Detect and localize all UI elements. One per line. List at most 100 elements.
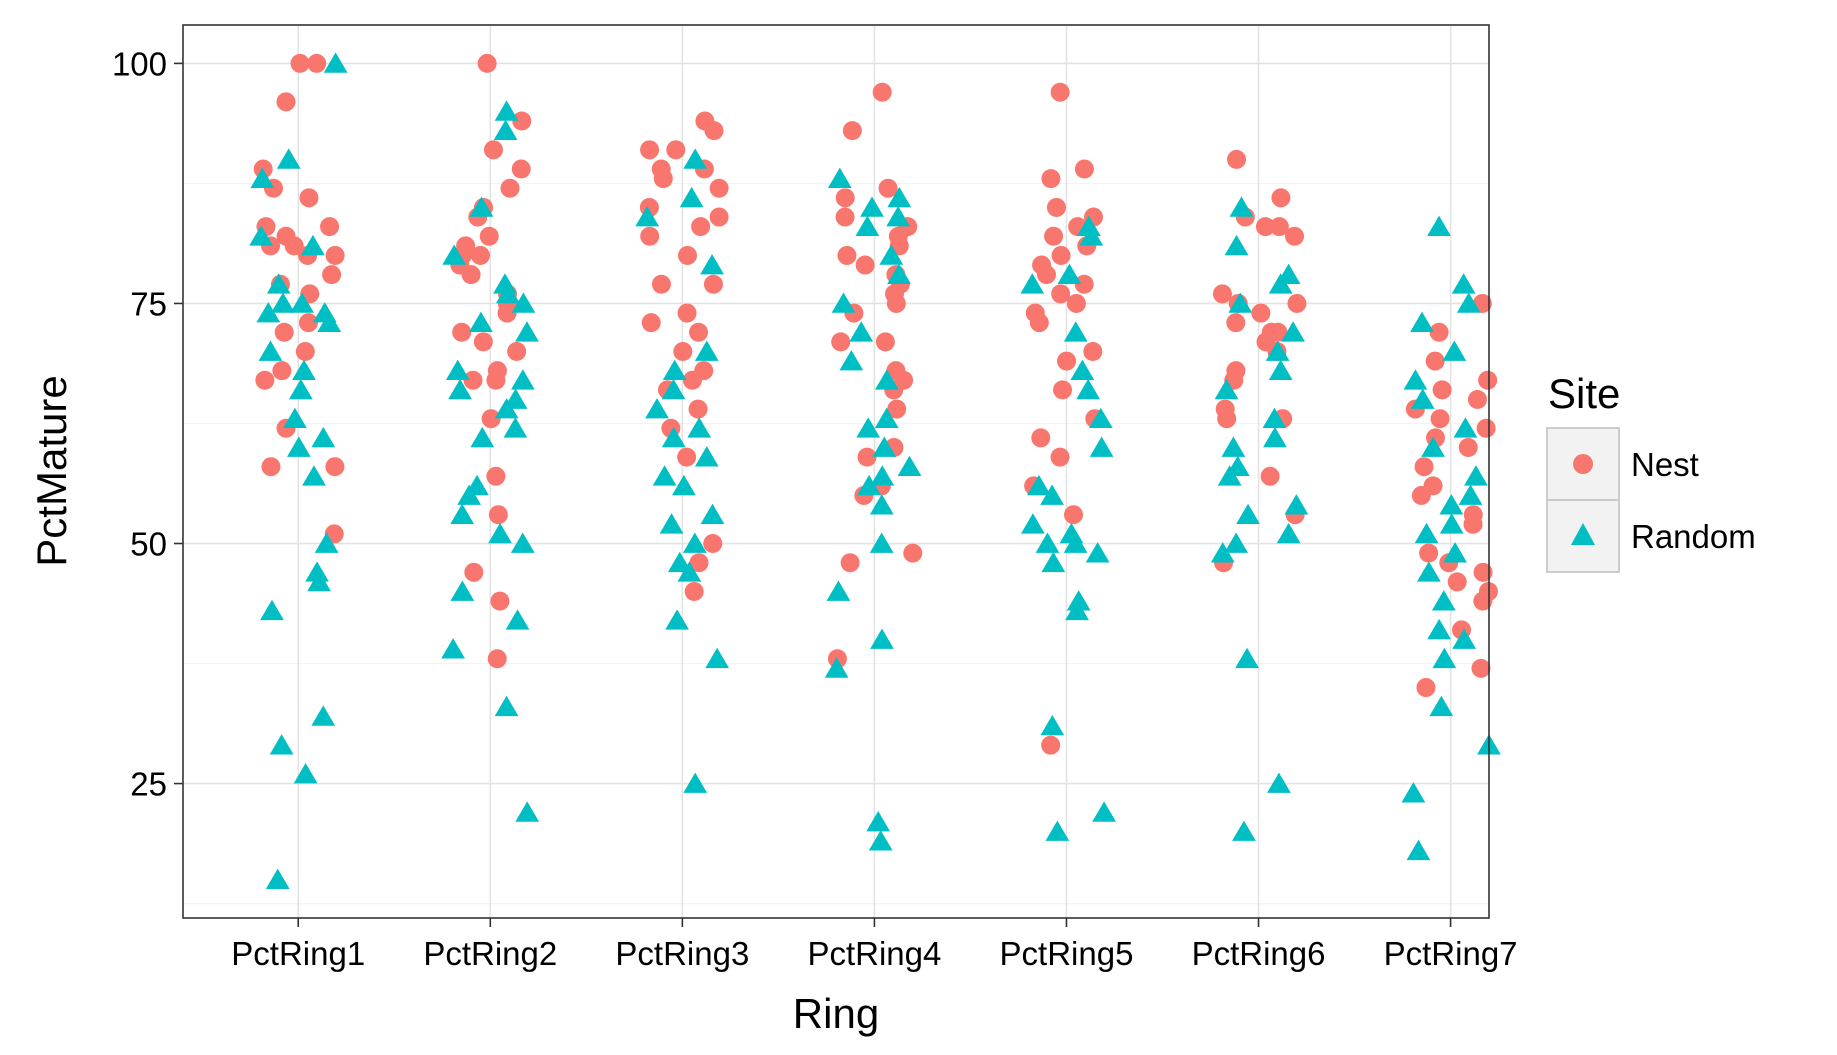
data-point-random xyxy=(1268,359,1293,381)
data-point-random xyxy=(661,378,686,400)
data-point-random xyxy=(1214,378,1239,400)
data-point-nest xyxy=(1478,370,1498,390)
data-point-nest xyxy=(452,322,472,342)
data-point-random xyxy=(276,148,301,169)
data-point-nest xyxy=(463,370,483,390)
data-point-nest xyxy=(1053,380,1073,400)
y-tick-label: 50 xyxy=(130,526,167,563)
data-point-nest xyxy=(511,159,531,179)
data-point-random xyxy=(488,522,512,544)
x-tick-label: PctRing1 xyxy=(231,935,365,972)
data-point-random xyxy=(1263,426,1287,448)
data-point-random xyxy=(442,244,467,265)
data-point-random xyxy=(705,647,730,669)
data-point-nest xyxy=(1471,658,1491,678)
data-point-random xyxy=(1442,340,1467,361)
data-point-nest xyxy=(1425,351,1445,371)
data-point-random xyxy=(515,321,539,342)
data-point-nest xyxy=(1050,447,1070,467)
data-point-nest xyxy=(831,332,851,352)
data-point-nest xyxy=(253,159,273,179)
data-point-nest xyxy=(1416,678,1436,698)
data-point-random xyxy=(293,762,318,784)
data-point-random xyxy=(1458,484,1483,505)
data-point-random xyxy=(662,359,687,381)
data-point-nest xyxy=(1074,274,1094,294)
data-point-random xyxy=(1057,263,1082,285)
data-point-random xyxy=(450,503,475,525)
data-point-random xyxy=(1431,590,1456,611)
legend-marker-random xyxy=(1571,523,1595,545)
data-point-random xyxy=(260,599,284,621)
data-point-random xyxy=(661,426,686,448)
data-point-random xyxy=(302,465,326,486)
data-point-nest xyxy=(682,370,702,390)
data-point-random xyxy=(682,532,707,553)
data-point-random xyxy=(1041,551,1066,573)
data-point-nest xyxy=(461,265,481,285)
data-point-random xyxy=(515,801,540,822)
data-point-nest xyxy=(1430,409,1450,429)
data-point-nest xyxy=(691,217,711,237)
data-point-nest xyxy=(1473,591,1493,611)
legend-label-random: Random xyxy=(1631,518,1756,555)
y-tick-label: 25 xyxy=(130,766,167,803)
data-point-nest xyxy=(641,313,661,333)
data-point-nest xyxy=(666,140,686,160)
data-point-random xyxy=(679,186,704,208)
data-point-random xyxy=(1456,292,1481,313)
data-point-nest xyxy=(1064,505,1084,525)
data-point-nest xyxy=(276,92,296,112)
data-point-random xyxy=(1416,561,1441,582)
data-point-random xyxy=(700,254,724,275)
data-point-random xyxy=(1035,532,1060,553)
data-point-random xyxy=(1229,196,1254,217)
data-point-nest xyxy=(483,140,503,160)
data-point-random xyxy=(1066,590,1091,611)
data-point-random xyxy=(494,100,519,121)
data-point-nest xyxy=(284,236,304,256)
data-point-nest xyxy=(689,322,709,342)
data-point-random xyxy=(323,52,348,73)
data-point-random xyxy=(1063,532,1088,553)
data-point-nest xyxy=(855,255,875,275)
data-point-nest xyxy=(703,274,723,294)
data-point-nest xyxy=(887,399,907,419)
points-layer xyxy=(249,52,1501,889)
data-point-random xyxy=(868,830,893,851)
data-point-nest xyxy=(1057,351,1077,371)
legend-title: Site xyxy=(1548,370,1620,417)
data-point-random xyxy=(1439,513,1464,534)
data-point-nest xyxy=(322,265,342,285)
data-point-random xyxy=(1040,714,1065,736)
data-point-nest xyxy=(1227,149,1247,169)
data-point-random xyxy=(503,417,528,438)
data-point-random xyxy=(1276,522,1301,544)
legend-label-nest: Nest xyxy=(1631,446,1699,483)
data-point-random xyxy=(448,378,472,400)
data-point-random xyxy=(249,225,273,246)
data-point-random xyxy=(1228,292,1253,313)
data-point-random xyxy=(1451,273,1476,294)
data-point-nest xyxy=(1476,418,1496,438)
data-point-random xyxy=(250,167,275,188)
data-point-nest xyxy=(857,447,877,467)
y-tick-label: 75 xyxy=(130,285,167,322)
data-point-random xyxy=(450,580,475,601)
data-point-random xyxy=(1063,321,1088,342)
data-point-nest xyxy=(1432,380,1452,400)
data-point-random xyxy=(301,234,325,256)
data-point-random xyxy=(1235,647,1259,669)
data-point-random xyxy=(1414,522,1439,544)
data-point-nest xyxy=(320,217,340,237)
data-point-random xyxy=(288,378,313,400)
data-point-nest xyxy=(481,409,501,429)
data-point-nest xyxy=(1044,226,1064,246)
data-point-random xyxy=(887,263,911,285)
data-point-nest xyxy=(1050,82,1070,102)
data-point-nest xyxy=(1411,486,1431,506)
data-point-random xyxy=(1089,436,1114,457)
data-point-random xyxy=(317,311,342,333)
data-point-nest xyxy=(878,178,898,198)
data-point-random xyxy=(866,810,891,832)
